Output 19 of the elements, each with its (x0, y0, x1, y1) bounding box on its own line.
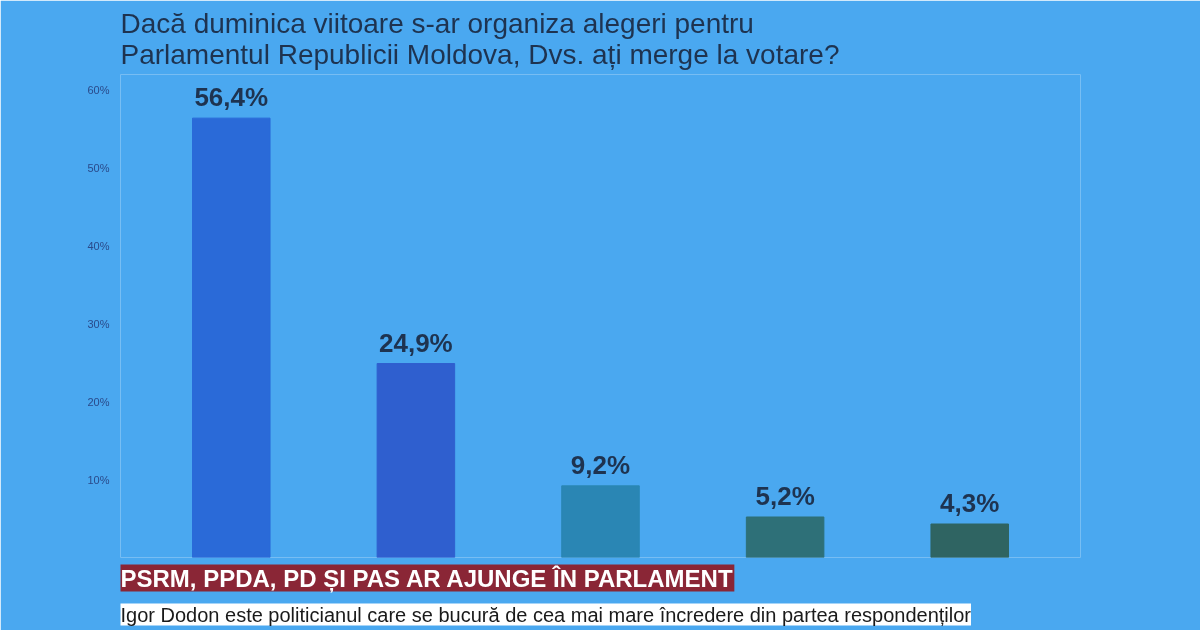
y-tick-label: 40% (87, 239, 110, 252)
data-label: 24,9% (379, 327, 453, 358)
bar (930, 523, 1009, 558)
data-label: 56,4% (194, 82, 269, 113)
y-tick-label: 30% (87, 317, 110, 330)
y-tick-label: 60% (87, 84, 110, 97)
text: PSRM, PPDA, PD ȘI PAS AR AJUNGE ÎN PARLAMENT (120, 564, 733, 593)
data-label: 9,2% (570, 449, 631, 480)
data-label: 5,2% (755, 480, 815, 511)
y-tick-label: 10% (87, 473, 110, 486)
y-tick-label: 20% (87, 395, 110, 408)
chart-title: Dacă duminica viitoare s-ar organiza alegeri pentru Parlamentul Republicii Moldova, Dvs. ați merge la votare? (120, 7, 840, 70)
bar (561, 485, 640, 558)
y-tick-label: 50% (87, 161, 110, 174)
bar (192, 117, 271, 558)
text: Igor Dodon este politicianul care se bucură de cea mai mare încredere din partea respondenților (120, 603, 972, 626)
data-label: 4,3% (940, 488, 1000, 518)
bar (376, 363, 456, 558)
bar (745, 516, 825, 558)
